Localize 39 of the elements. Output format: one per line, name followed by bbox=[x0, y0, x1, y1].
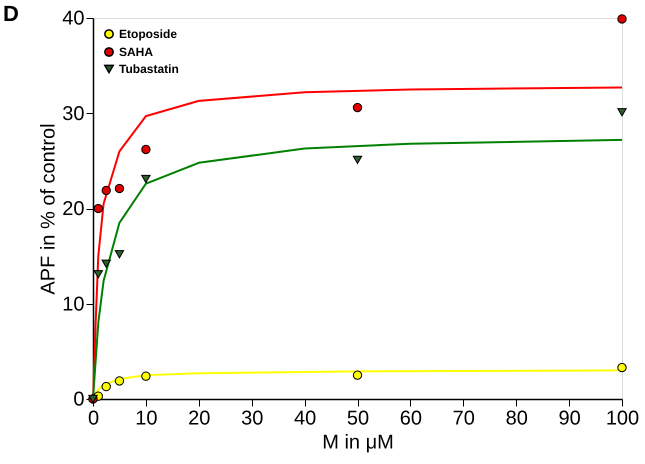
y-tick-label: 30 bbox=[62, 102, 84, 125]
x-tick-label: 10 bbox=[135, 408, 158, 430]
point bbox=[114, 184, 124, 194]
point bbox=[102, 382, 111, 392]
x-tick-label: 70 bbox=[452, 408, 475, 430]
x-axis-title: M in μM bbox=[322, 432, 394, 454]
y-axis-title: APF in % of control bbox=[37, 123, 60, 295]
point bbox=[352, 102, 362, 112]
x-tick-label: 90 bbox=[558, 408, 581, 430]
y-tick-label: 20 bbox=[62, 198, 84, 220]
x-tick-label: 100 bbox=[606, 408, 640, 430]
point bbox=[352, 156, 362, 164]
point bbox=[141, 174, 151, 184]
y-tick-label: 10 bbox=[62, 293, 84, 316]
x-tick-label: 60 bbox=[400, 408, 422, 430]
point bbox=[141, 371, 151, 381]
y-tick-label: 0 bbox=[73, 388, 84, 410]
point bbox=[94, 270, 103, 278]
x-tick-label: 0 bbox=[88, 408, 100, 430]
point bbox=[141, 144, 151, 154]
x-tick-label: 50 bbox=[346, 408, 370, 430]
point bbox=[617, 108, 627, 116]
point bbox=[114, 250, 124, 258]
point bbox=[114, 376, 124, 386]
legend-label: Tubastatin bbox=[119, 62, 179, 76]
y-tick-label: 40 bbox=[62, 8, 84, 30]
x-tick-label: 80 bbox=[506, 408, 528, 430]
point bbox=[94, 204, 103, 214]
point bbox=[352, 370, 362, 380]
legend-label: Etoposide bbox=[119, 27, 178, 41]
x-tick-label: 40 bbox=[294, 408, 316, 430]
text: D bbox=[3, 1, 19, 26]
x-tick-label: 20 bbox=[188, 408, 210, 430]
point bbox=[617, 14, 627, 24]
point bbox=[102, 260, 111, 268]
legend-label: SAHA bbox=[119, 45, 154, 59]
x-tick-label: 30 bbox=[241, 408, 264, 430]
point bbox=[617, 362, 627, 372]
point bbox=[102, 186, 111, 196]
